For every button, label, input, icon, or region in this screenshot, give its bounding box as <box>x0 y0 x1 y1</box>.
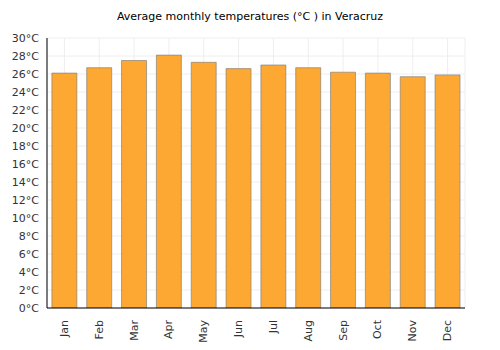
svg-text:14°C: 14°C <box>12 176 39 189</box>
svg-text:10°C: 10°C <box>12 212 39 225</box>
svg-text:4°C: 4°C <box>19 266 39 279</box>
svg-text:22°C: 22°C <box>12 104 39 117</box>
svg-text:28°C: 28°C <box>12 50 39 63</box>
svg-text:12°C: 12°C <box>12 194 39 207</box>
svg-text:Jan: Jan <box>58 320 71 338</box>
svg-text:18°C: 18°C <box>12 140 39 153</box>
svg-text:Mar: Mar <box>128 320 141 341</box>
svg-text:Sep: Sep <box>337 320 350 341</box>
svg-text:Oct: Oct <box>371 319 384 339</box>
svg-text:Dec: Dec <box>441 320 454 341</box>
svg-text:6°C: 6°C <box>19 248 39 261</box>
svg-text:May: May <box>197 320 210 343</box>
svg-text:24°C: 24°C <box>12 86 39 99</box>
svg-text:Jun: Jun <box>232 320 245 338</box>
svg-text:Feb: Feb <box>93 320 106 339</box>
svg-text:Jul: Jul <box>267 320 280 334</box>
svg-text:0°C: 0°C <box>19 302 39 315</box>
svg-text:8°C: 8°C <box>19 230 39 243</box>
svg-text:16°C: 16°C <box>12 158 39 171</box>
html-text:Average monthly temperatures (: Average monthly temperatures (°C ) in Ve… <box>116 10 383 23</box>
svg-text:30°C: 30°C <box>12 32 39 45</box>
svg-text:Aug: Aug <box>302 320 315 341</box>
svg-text:2°C: 2°C <box>19 284 39 297</box>
svg-text:Apr: Apr <box>162 320 175 340</box>
svg-text:26°C: 26°C <box>12 68 39 81</box>
svg-text:20°C: 20°C <box>12 122 39 135</box>
svg-text:Nov: Nov <box>406 320 419 342</box>
